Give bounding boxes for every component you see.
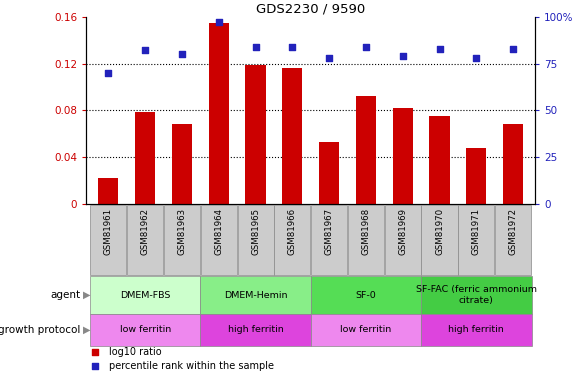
Bar [421,314,532,346]
Point [508,45,518,51]
Text: GSM81967: GSM81967 [325,208,333,255]
Text: GSM81968: GSM81968 [361,208,370,255]
Text: ▶: ▶ [83,325,91,335]
Text: GSM81962: GSM81962 [141,208,150,255]
Text: GSM81966: GSM81966 [288,208,297,255]
Bar [164,205,200,275]
Bar [392,108,413,204]
Point [435,45,444,51]
Bar [319,142,339,204]
Text: GSM81961: GSM81961 [104,208,113,255]
Text: growth protocol: growth protocol [0,325,80,335]
Text: ▶: ▶ [83,290,91,300]
Title: GDS2230 / 9590: GDS2230 / 9590 [256,3,366,15]
Text: GSM81971: GSM81971 [472,208,481,255]
Bar [245,64,266,204]
Point [398,53,408,59]
Point [90,350,100,355]
Text: high ferritin: high ferritin [228,326,283,334]
Bar [385,205,421,275]
Bar [422,205,458,275]
Text: log10 ratio: log10 ratio [108,348,161,357]
Text: agent: agent [50,290,80,300]
Text: GSM81965: GSM81965 [251,208,260,255]
Bar [201,314,311,346]
Bar [172,124,192,204]
Bar [90,276,201,314]
Bar [458,205,494,275]
Bar [311,314,421,346]
Bar [356,96,376,204]
Bar [237,205,273,275]
Bar [311,276,421,314]
Text: low ferritin: low ferritin [120,326,171,334]
Bar [311,205,347,275]
Bar [282,68,303,204]
Bar [348,205,384,275]
Bar [209,22,229,204]
Bar [90,314,201,346]
Bar [421,276,532,314]
Text: GSM81972: GSM81972 [508,208,518,255]
Bar [466,148,486,204]
Bar [430,116,449,204]
Bar [201,205,237,275]
Bar [127,205,163,275]
Point [104,70,113,76]
Text: low ferritin: low ferritin [340,326,392,334]
Text: GSM81964: GSM81964 [214,208,223,255]
Point [472,55,481,61]
Bar [275,205,310,275]
Text: GSM81963: GSM81963 [177,208,187,255]
Point [90,363,100,369]
Text: GSM81970: GSM81970 [435,208,444,255]
Bar [99,178,118,204]
Text: DMEM-Hemin: DMEM-Hemin [224,291,287,300]
Bar [201,276,311,314]
Point [177,51,187,57]
Bar [495,205,531,275]
Text: SF-FAC (ferric ammonium
citrate): SF-FAC (ferric ammonium citrate) [416,285,537,305]
Text: percentile rank within the sample: percentile rank within the sample [108,361,274,371]
Bar [135,111,155,204]
Text: DMEM-FBS: DMEM-FBS [120,291,170,300]
Point [214,19,223,25]
Text: GSM81969: GSM81969 [398,208,408,255]
Text: SF-0: SF-0 [356,291,376,300]
Point [251,44,260,50]
Point [287,44,297,50]
Bar [503,124,523,204]
Bar [90,205,127,275]
Point [325,55,334,61]
Text: high ferritin: high ferritin [448,326,504,334]
Point [141,47,150,53]
Point [361,44,371,50]
